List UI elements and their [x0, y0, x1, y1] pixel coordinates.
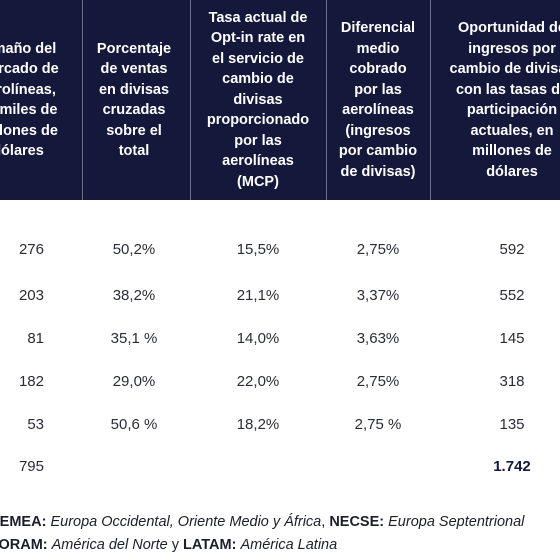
revenue-opportunity-cell: 318 — [499, 373, 525, 390]
opt-in-rate-cell: 18,2% — [236, 416, 280, 433]
average-spread-cell: 2,75 % — [354, 416, 402, 433]
header-cell-cross-currency-share: Porcentaje de ventas en divisas cruzadas… — [96, 40, 172, 160]
market-size-cell: 203 — [18, 287, 44, 304]
latam-description: América Latina — [240, 537, 338, 553]
opt-in-rate-cell: 14,0% — [236, 330, 280, 347]
total-revenue-opportunity-cell: 1.742 — [493, 458, 531, 475]
cross-currency-share-cell: 50,6 % — [110, 416, 158, 433]
opt-in-rate-cell: 22,0% — [236, 373, 280, 390]
noram-description: América del Norte — [51, 537, 168, 553]
opt-in-rate-cell: 15,5% — [236, 241, 280, 258]
abbr-wemea: WEMEA: — [0, 514, 47, 530]
header-divider — [190, 0, 191, 200]
average-spread-cell: 2,75% — [356, 373, 400, 390]
table-header: tamaño del mercado de aerolíneas, en mil… — [0, 0, 560, 200]
revenue-opportunity-cell: 592 — [499, 241, 525, 258]
footnote-separator: y — [167, 537, 183, 553]
revenue-opportunity-cell: 552 — [499, 287, 525, 304]
revenue-opportunity-cell: 135 — [499, 416, 525, 433]
cross-currency-share-cell: 29,0% — [112, 373, 156, 390]
header-cell-revenue-opportunity: Oportunidad de ingresos por cambio de di… — [449, 20, 560, 180]
abbr-noram: NORAM: — [0, 537, 48, 553]
cross-currency-share-cell: 35,1 % — [110, 330, 158, 347]
market-size-cell: 182 — [18, 373, 44, 390]
average-spread-cell: 3,63% — [356, 330, 400, 347]
opt-in-rate-cell: 21,1% — [236, 287, 280, 304]
wemea-description: Europa Occidental, Oriente Medio y Áfric… — [50, 514, 322, 530]
header-cell-average-spread: Diferencial medio cobrado por las aerolí… — [338, 20, 418, 180]
footnote-regions-1: WEMEA: Europa Occidental, Oriente Medio … — [0, 514, 524, 530]
footnote-separator: , — [321, 514, 330, 530]
cross-currency-share-cell: 50,2% — [112, 241, 156, 258]
market-size-cell: 81 — [27, 330, 44, 347]
abbr-necse: NECSE: — [329, 514, 385, 530]
average-spread-cell: 2,75% — [356, 241, 400, 258]
total-market-size-cell: 795 — [18, 458, 44, 475]
table-row: 53 50,6 % 18,2% 2,75 % 135 — [0, 410, 560, 440]
total-row: 795 1.742 — [0, 452, 560, 482]
average-spread-cell: 3,37% — [356, 287, 400, 304]
table-row: 276 50,2% 15,5% 2,75% 592 — [0, 235, 560, 265]
necse-description: Europa Septentrional — [388, 514, 525, 530]
abbr-latam: LATAM: — [183, 537, 237, 553]
table-row: 182 29,0% 22,0% 2,75% 318 — [0, 367, 560, 397]
header-divider — [82, 0, 83, 200]
table-row: 81 35,1 % 14,0% 3,63% 145 — [0, 324, 560, 354]
cross-currency-share-cell: 38,2% — [112, 287, 156, 304]
header-cell-market-size: tamaño del mercado de aerolíneas, en mil… — [0, 40, 59, 160]
revenue-opportunity-cell: 145 — [499, 330, 525, 347]
header-divider — [430, 0, 431, 200]
footnote-regions-2: NORAM: América del Norte y LATAM: Améric… — [0, 537, 337, 553]
market-size-cell: 276 — [18, 241, 44, 258]
header-cell-opt-in-rate: Tasa actual de Opt-in rate en el servici… — [206, 9, 310, 190]
header-divider — [326, 0, 327, 200]
table-row: 203 38,2% 21,1% 3,37% 552 — [0, 281, 560, 311]
market-size-cell: 53 — [27, 416, 44, 433]
